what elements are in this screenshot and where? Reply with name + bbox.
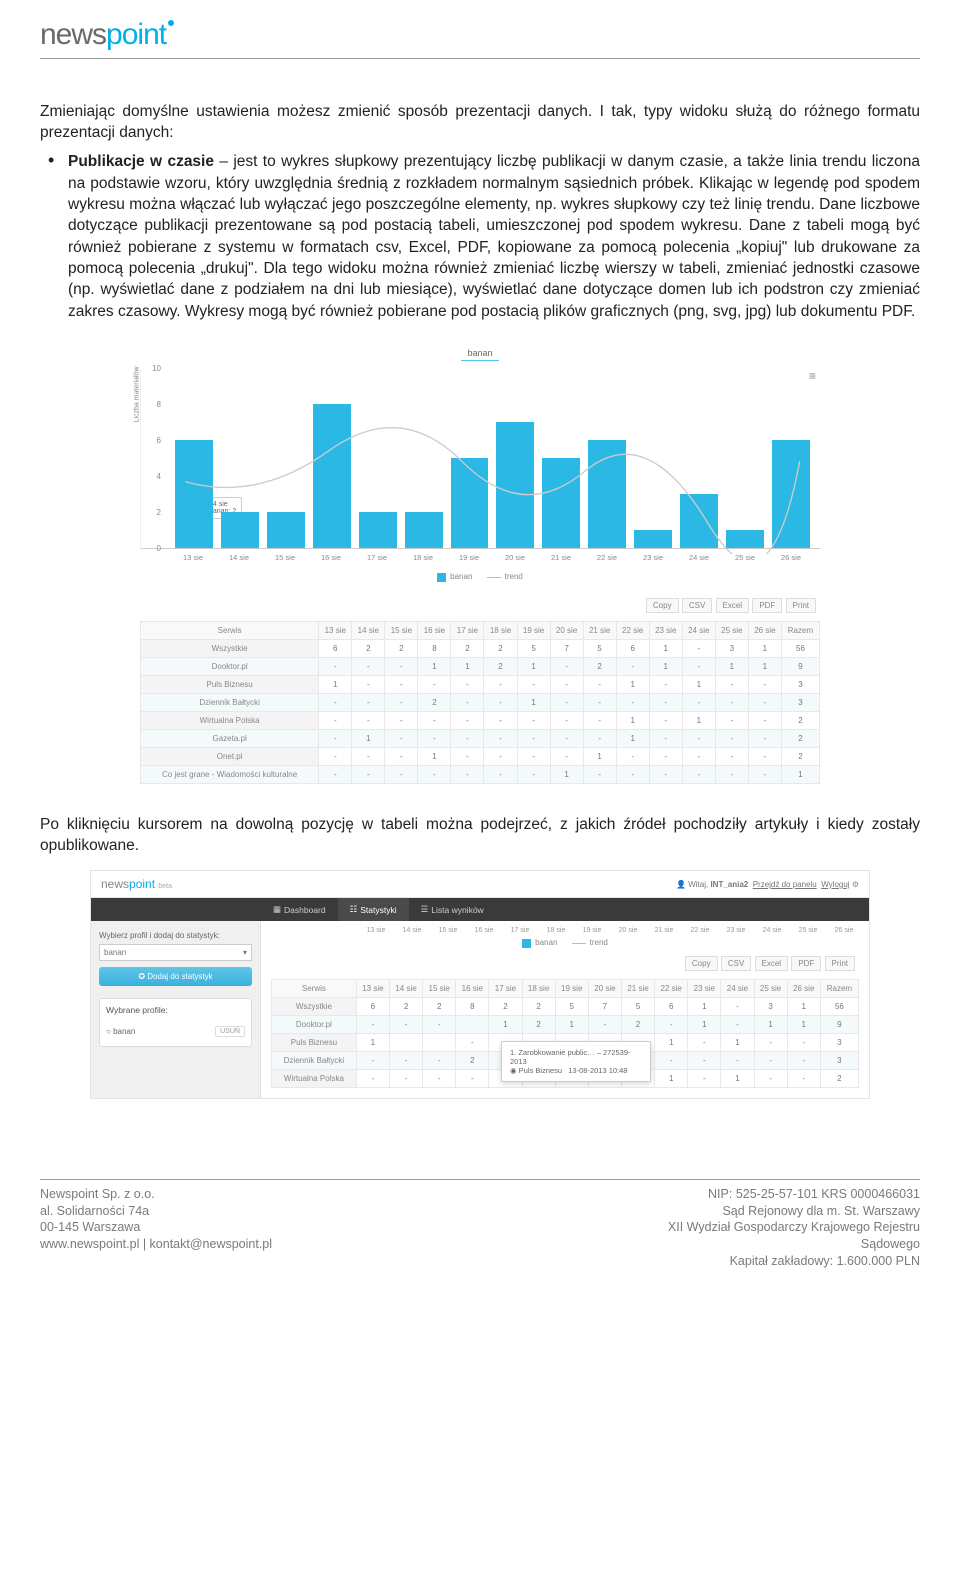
intro-sentence: Zmieniając domyślne ustawienia możesz zm… — [40, 101, 920, 144]
bar[interactable] — [680, 494, 718, 548]
mini-legend[interactable]: banan trend — [271, 938, 859, 947]
mini-date-row: 13 sie14 sie15 sie16 sie17 sie18 sie19 s… — [271, 927, 859, 934]
bar-chart: ≡ Liczba materiałów 1086420 14 sie banan… — [140, 369, 820, 549]
bar[interactable] — [359, 512, 397, 548]
excel-button[interactable]: Excel — [755, 956, 789, 971]
profile-item: ○ banan USUŃ — [106, 1023, 245, 1040]
bullet-rest: – jest to wykres słupkowy prezentujący l… — [68, 153, 920, 320]
legend-square-icon — [437, 573, 446, 582]
source-popup: 1. Zarobkowanie public… – 272539-2013 ◉ … — [501, 1041, 651, 1082]
bar[interactable] — [313, 404, 351, 548]
logo-news: news — [40, 18, 106, 51]
nav-dashboard[interactable]: ▦Dashboard — [261, 898, 338, 921]
nav-stats[interactable]: ☷Statystyki — [338, 898, 409, 921]
export-buttons: Copy CSV Excel PDF Print — [140, 598, 816, 613]
bar[interactable] — [451, 458, 489, 548]
chart-menu-icon[interactable]: ≡ — [809, 369, 816, 383]
app-main: 13 sie14 sie15 sie16 sie17 sie18 sie19 s… — [261, 921, 869, 1097]
grid-icon: ▦ — [273, 904, 281, 915]
print-button[interactable]: Print — [786, 598, 816, 613]
table-row[interactable]: Co jest grane - Wiadomości kulturalne---… — [141, 765, 820, 783]
bar[interactable] — [267, 512, 305, 548]
bars-container — [175, 369, 810, 548]
panel-link[interactable]: Przejdź do panelu — [753, 880, 817, 889]
table-row[interactable]: Puls Biznesu1--------1-1--3 — [141, 675, 820, 693]
table-row[interactable]: Dziennik Bałtycki---2--1-------3 — [141, 693, 820, 711]
bar[interactable] — [542, 458, 580, 548]
header-logo: newspoint — [40, 18, 920, 59]
app-screenshot: newspoint beta 👤 Witaj, INT_ania2 Przejd… — [90, 870, 870, 1098]
bar[interactable] — [405, 512, 443, 548]
table-row[interactable]: Dooktor.pl---1121-2-1-119 — [141, 657, 820, 675]
selected-profiles-box: Wybrane profile: ○ banan USUŃ — [99, 998, 252, 1047]
app-topbar: newspoint beta 👤 Witaj, INT_ania2 Przejd… — [91, 871, 869, 898]
table-row[interactable]: Dooktor.pl---121-2-1-119 — [272, 1015, 859, 1033]
chart-legend[interactable]: banan trend — [140, 572, 820, 581]
copy-button[interactable]: Copy — [646, 598, 679, 613]
logo-dot-icon — [168, 20, 174, 26]
app-navbar: ▦Dashboard ☷Statystyki ☰Lista wyników — [91, 898, 869, 921]
settings-icon[interactable]: ⚙ — [852, 880, 859, 889]
y-ticks: 1086420 — [147, 369, 161, 548]
list-icon: ☰ — [421, 904, 429, 915]
bar[interactable] — [175, 440, 213, 548]
csv-button[interactable]: CSV — [721, 956, 751, 971]
export-buttons-2: Copy CSV Excel PDF Print — [271, 956, 855, 971]
table-row[interactable]: Wirtualna Polska---------1-1--2 — [141, 711, 820, 729]
table-row[interactable]: Onet.pl---1----1-----2 — [141, 747, 820, 765]
app-sidebar: Wybierz profil i dodaj do statystyk: ban… — [91, 921, 261, 1097]
bar[interactable] — [221, 512, 259, 548]
logout-link[interactable]: Wyloguj — [821, 880, 849, 889]
y-axis-label: Liczba materiałów — [134, 366, 141, 422]
copy-button[interactable]: Copy — [685, 956, 718, 971]
legend-line-icon — [487, 577, 501, 578]
bar[interactable] — [588, 440, 626, 548]
bar[interactable] — [726, 530, 764, 548]
para-after-table: Po kliknięciu kursorem na dowolną pozycj… — [40, 814, 920, 857]
table-row[interactable]: Gazeta.pl-1-------1----2 — [141, 729, 820, 747]
chart-screenshot: banan ≡ Liczba materiałów 1086420 14 sie… — [140, 346, 820, 783]
bullet-item: Publikacje w czasie – jest to wykres słu… — [68, 148, 920, 322]
bar[interactable] — [772, 440, 810, 548]
x-labels: 13 sie14 sie15 sie16 sie17 sie18 sie19 s… — [174, 553, 810, 562]
profile-select[interactable]: banan▾ — [99, 944, 252, 961]
data-table: Serwis13 sie14 sie15 sie16 sie17 sie18 s… — [140, 621, 820, 784]
nav-list[interactable]: ☰Lista wyników — [409, 898, 496, 921]
table-row[interactable]: Wszystkie62282257561-3156 — [141, 639, 820, 657]
user-bar: 👤 Witaj, INT_ania2 Przejdź do panelu Wyl… — [676, 880, 859, 889]
legend-square-icon — [522, 939, 531, 948]
page-footer: Newspoint Sp. z o.o.al. Solidarności 74a… — [40, 1179, 920, 1270]
sidebar-label: Wybierz profil i dodaj do statystyk: — [99, 931, 252, 940]
excel-button[interactable]: Excel — [716, 598, 750, 613]
remove-profile-button[interactable]: USUŃ — [215, 1026, 245, 1037]
pdf-button[interactable]: PDF — [752, 598, 782, 613]
bullet-bold: Publikacje w czasie — [68, 153, 214, 170]
csv-button[interactable]: CSV — [682, 598, 712, 613]
logo-point: point — [106, 18, 166, 51]
chart-icon: ☷ — [350, 904, 358, 915]
chart-series-tab[interactable]: banan — [140, 346, 820, 361]
print-button[interactable]: Print — [825, 956, 855, 971]
add-to-stats-button[interactable]: ✪ Dodaj do statystyk — [99, 967, 252, 986]
legend-line-icon — [572, 943, 586, 944]
footer-right: NIP: 525-25-57-101 KRS 0000466031Sąd Rej… — [668, 1186, 920, 1270]
footer-left: Newspoint Sp. z o.o.al. Solidarności 74a… — [40, 1186, 272, 1270]
profiles-title: Wybrane profile: — [106, 1005, 245, 1015]
table-row[interactable]: Wszystkie62282257561-3156 — [272, 997, 859, 1015]
bar[interactable] — [496, 422, 534, 548]
chevron-down-icon: ▾ — [243, 948, 247, 957]
app-logo: newspoint beta — [101, 877, 172, 891]
bar[interactable] — [634, 530, 672, 548]
pdf-button[interactable]: PDF — [791, 956, 821, 971]
